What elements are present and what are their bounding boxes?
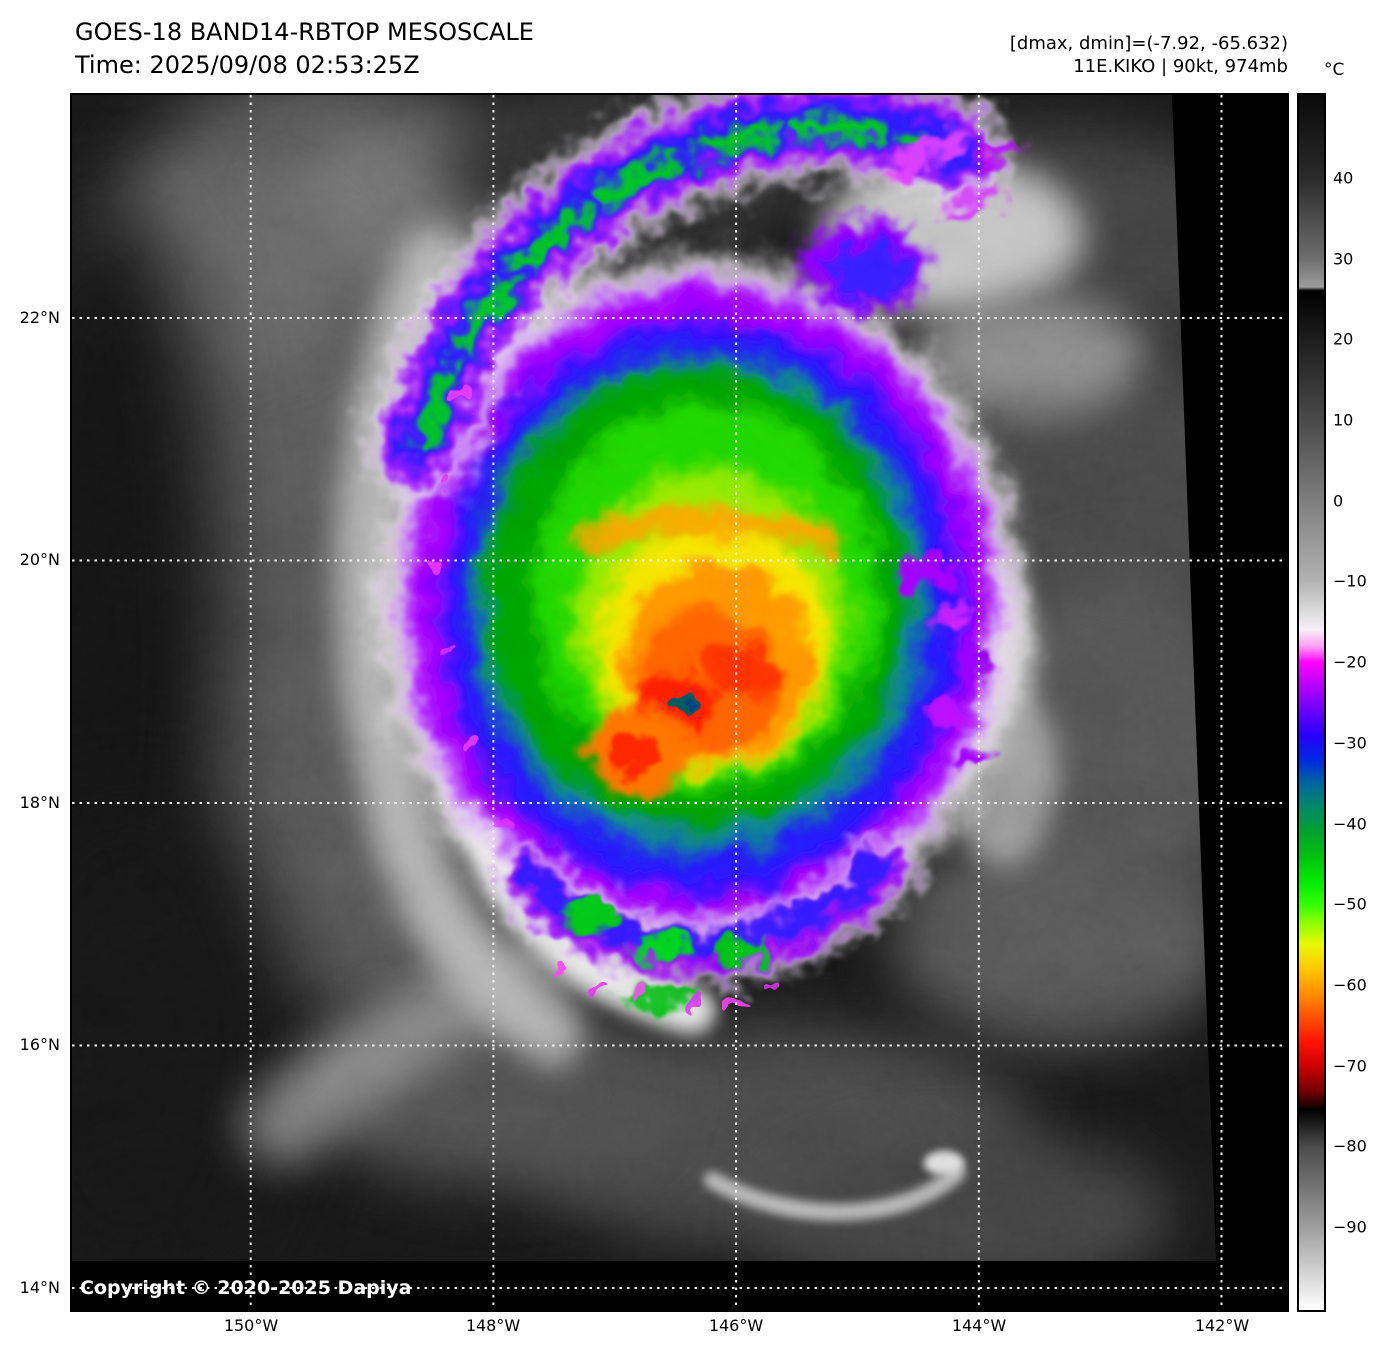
cb-tick-m80: −80 <box>1333 1136 1367 1156</box>
cb-tick-m40: −40 <box>1333 814 1367 834</box>
temperature-colorbar <box>1297 93 1326 1312</box>
annotation-block: [dmax, dmin]=(-7.92, -65.632) 11E.KIKO |… <box>1010 32 1288 78</box>
lat-tick-22n: 22°N <box>19 308 60 327</box>
lat-tick-18n: 18°N <box>19 793 60 812</box>
lon-tick-146w: 146°W <box>708 1316 764 1335</box>
lon-tick-150w: 150°W <box>223 1316 279 1335</box>
lat-tick-16n: 16°N <box>19 1035 60 1054</box>
cb-tick-m10: −10 <box>1333 571 1367 591</box>
cb-tick-10: 10 <box>1333 410 1354 430</box>
cb-tick-m90: −90 <box>1333 1217 1367 1237</box>
lon-tick-148w: 148°W <box>465 1316 521 1335</box>
latlon-gridlines <box>72 95 1287 1310</box>
lat-tick-20n: 20°N <box>19 550 60 569</box>
cb-tick-40: 40 <box>1333 168 1354 188</box>
cb-tick-20: 20 <box>1333 329 1354 349</box>
cb-tick-30: 30 <box>1333 249 1354 269</box>
page-title: GOES-18 BAND14-RBTOP MESOSCALE <box>75 18 534 46</box>
cb-tick-m30: −30 <box>1333 733 1367 753</box>
timestamp: Time: 2025/09/08 02:53:25Z <box>75 51 420 79</box>
title-block: GOES-18 BAND14-RBTOP MESOSCALE Time: 202… <box>75 16 534 82</box>
satellite-imagery <box>72 95 1287 1310</box>
copyright-watermark: Copyright © 2020-2025 Dapiya <box>80 1277 412 1299</box>
pixel-grain-noise <box>72 95 1287 1310</box>
no-data-mask <box>72 95 1287 1310</box>
lon-tick-144w: 144°W <box>951 1316 1007 1335</box>
storm-info: 11E.KIKO | 90kt, 974mb <box>1073 56 1288 77</box>
lon-tick-142w: 142°W <box>1194 1316 1250 1335</box>
lat-tick-14n: 14°N <box>19 1278 60 1297</box>
colorbar-unit-label: °C <box>1324 60 1345 80</box>
cb-tick-m50: −50 <box>1333 894 1367 914</box>
cb-tick-0: 0 <box>1333 491 1344 511</box>
cb-tick-m70: −70 <box>1333 1056 1367 1076</box>
satellite-map <box>70 93 1289 1312</box>
dmax-dmin-readout: [dmax, dmin]=(-7.92, -65.632) <box>1009 33 1288 54</box>
cb-tick-m60: −60 <box>1333 975 1367 995</box>
cb-tick-m20: −20 <box>1333 652 1367 672</box>
